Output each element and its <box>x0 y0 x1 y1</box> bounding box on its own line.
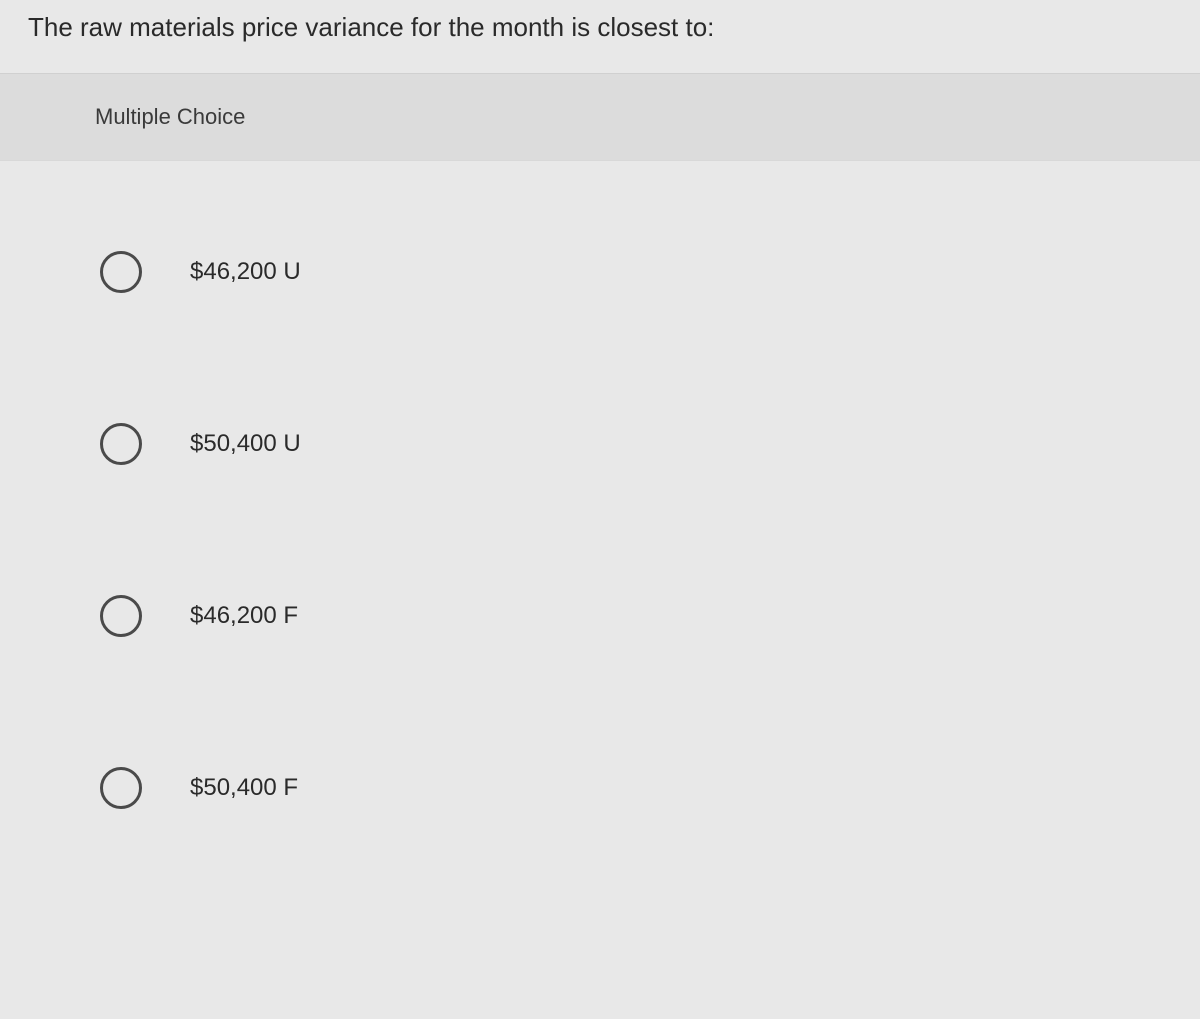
options-area: $46,200 U $50,400 U $46,200 F $50,400 F <box>0 161 1200 809</box>
option-row: $50,400 F <box>100 767 1100 809</box>
option-row: $50,400 U <box>100 423 1100 465</box>
option-row: $46,200 U <box>100 251 1100 293</box>
question-text: The raw materials price variance for the… <box>28 12 1172 43</box>
radio-option-4[interactable] <box>100 767 142 809</box>
option-label: $46,200 F <box>190 602 298 630</box>
option-label: $50,400 U <box>190 430 301 458</box>
multiple-choice-header: Multiple Choice <box>0 74 1200 161</box>
radio-option-2[interactable] <box>100 423 142 465</box>
radio-option-3[interactable] <box>100 595 142 637</box>
option-label: $46,200 U <box>190 258 301 286</box>
radio-option-1[interactable] <box>100 251 142 293</box>
option-row: $46,200 F <box>100 595 1100 637</box>
question-area: The raw materials price variance for the… <box>0 0 1200 74</box>
option-label: $50,400 F <box>190 774 298 802</box>
multiple-choice-label: Multiple Choice <box>95 104 1105 130</box>
